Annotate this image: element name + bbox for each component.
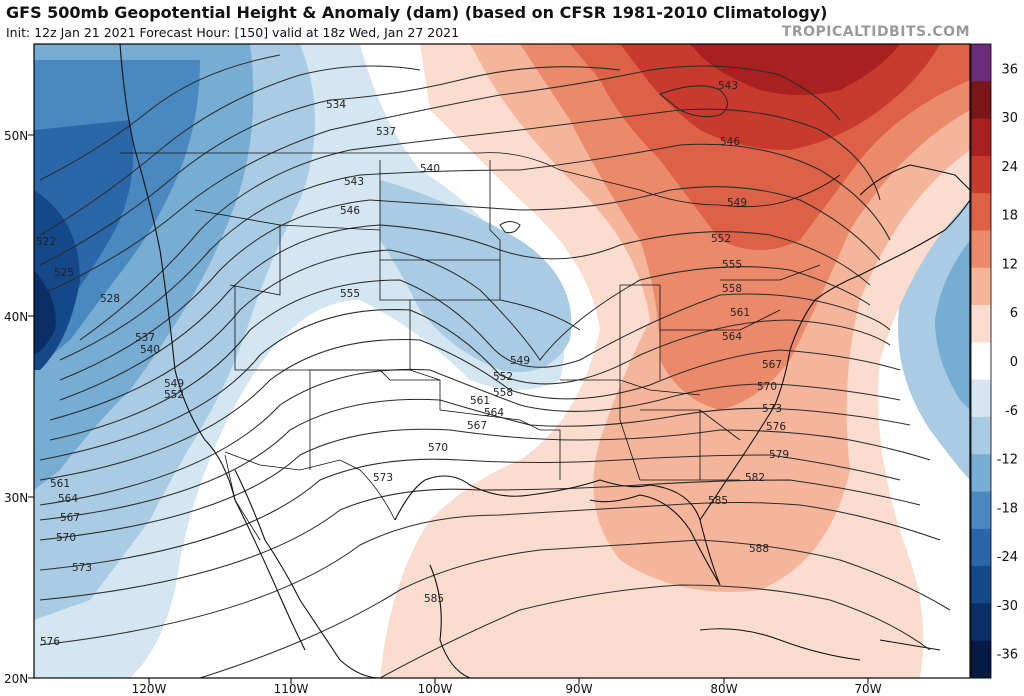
colorbar-segment [971, 44, 991, 82]
colorbar-segment [971, 193, 991, 231]
colorbar-tick-label: 0 [1010, 355, 1018, 370]
colorbar-tick-label: -24 [997, 550, 1018, 565]
colorbar-segment [971, 566, 991, 604]
colorbar-segment [971, 603, 991, 642]
lon-label-100w: 100W [418, 682, 453, 696]
lon-label-80w: 80W [710, 682, 737, 696]
contour-label: 585 [424, 593, 444, 605]
contour-label: 564 [484, 407, 504, 419]
axis-ticks [28, 134, 869, 684]
colorbar-segment [971, 81, 991, 120]
contour-label: 546 [340, 205, 360, 217]
colorbar-tick-label: -12 [997, 453, 1018, 468]
contour-label: 573 [762, 403, 782, 415]
political-borders [120, 152, 841, 541]
colorbar-segment [971, 640, 991, 679]
colorbar-segment [971, 155, 991, 194]
lon-label-110w: 110W [274, 682, 309, 696]
contour-label: 567 [60, 512, 80, 524]
contour-label: 552 [493, 371, 513, 383]
contour-label: 522 [36, 236, 56, 248]
contour-label: 549 [164, 378, 184, 390]
contour-label: 537 [135, 332, 155, 344]
coastlines [119, 44, 970, 678]
colorbar-frame [970, 43, 992, 679]
contour-label: 543 [344, 176, 364, 188]
contour-label: 555 [340, 288, 360, 300]
colorbar-tick-label: 30 [1001, 111, 1018, 126]
colorbar-tick-label: 6 [1010, 306, 1018, 321]
colorbar-tick-label: -6 [1005, 404, 1018, 419]
contour-label: 528 [100, 293, 120, 305]
colorbar-tick-label: 24 [1001, 160, 1018, 175]
contour-label: 585 [708, 495, 728, 507]
contour-label: 570 [56, 532, 76, 544]
contour-label: 567 [467, 420, 487, 432]
contour-label: 564 [58, 493, 78, 505]
colorbar: 36 30 24 18 12 6 0 -6 -12 -18 -24 -30 -36 [970, 43, 1018, 679]
contour-label: 576 [40, 636, 60, 648]
contour-label: 540 [420, 163, 440, 175]
map-subtitle: Init: 12z Jan 21 2021 Forecast Hour: [15… [6, 25, 460, 40]
colorbar-tick-label: 18 [1001, 209, 1018, 224]
contour-label: 576 [766, 421, 786, 433]
map-title: GFS 500mb Geopotential Height & Anomaly … [6, 3, 828, 22]
lat-label-20n: 20N [4, 672, 28, 686]
contour-label: 558 [493, 387, 513, 399]
contour-label: 561 [470, 395, 490, 407]
contour-label: 534 [326, 99, 346, 111]
contour-label: 558 [722, 283, 742, 295]
contour-label: 537 [376, 126, 396, 138]
contour-label: 525 [54, 267, 74, 279]
colorbar-segment [971, 454, 991, 493]
lat-label-30n: 30N [4, 491, 28, 505]
lon-label-90w: 90W [565, 682, 592, 696]
colorbar-segment [971, 379, 991, 418]
colorbar-segment [971, 118, 991, 157]
contour-label: 588 [749, 543, 769, 555]
contour-label: 582 [745, 472, 765, 484]
contour-label: 573 [373, 472, 393, 484]
contour-label: 543 [718, 80, 738, 92]
contour-label: 555 [722, 259, 742, 271]
colorbar-tick-label: -18 [997, 501, 1018, 516]
contour-label: 570 [757, 381, 777, 393]
lat-label-40n: 40N [4, 310, 28, 324]
contour-label: 552 [711, 233, 731, 245]
contour-label: 564 [722, 331, 742, 343]
contour-label: 561 [730, 307, 750, 319]
contour-label: 540 [140, 344, 160, 356]
colorbar-segment [971, 305, 991, 343]
colorbar-segment [971, 342, 991, 381]
lon-label-120w: 120W [132, 682, 167, 696]
contour-label: 570 [428, 442, 448, 454]
contour-label: 567 [762, 359, 782, 371]
contour-label: 549 [727, 197, 747, 209]
colorbar-segment [971, 416, 991, 455]
contour-label: 546 [720, 136, 740, 148]
colorbar-segment [971, 528, 991, 567]
colorbar-tick-label: 12 [1001, 257, 1018, 272]
brand-watermark[interactable]: TROPICALTIDBITS.COM [781, 24, 970, 40]
contour-label: 552 [164, 389, 184, 401]
colorbar-segment [971, 230, 991, 269]
colorbar-tick-label: -36 [997, 648, 1018, 663]
lat-label-50n: 50N [4, 129, 28, 143]
colorbar-tick-label: -30 [997, 599, 1018, 614]
contour-labels: 522 525 528 534 537 537 540 540 543 543 … [36, 80, 789, 648]
contour-label: 549 [510, 355, 530, 367]
contour-label: 561 [50, 478, 70, 490]
colorbar-segment [971, 491, 991, 530]
contour-label: 579 [769, 449, 789, 461]
lon-label-70w: 70W [854, 682, 881, 696]
anomaly-field [34, 44, 970, 678]
map-frame [33, 43, 971, 679]
colorbar-tick-label: 36 [1001, 62, 1018, 77]
colorbar-segment [971, 267, 991, 306]
contour-label: 573 [72, 562, 92, 574]
